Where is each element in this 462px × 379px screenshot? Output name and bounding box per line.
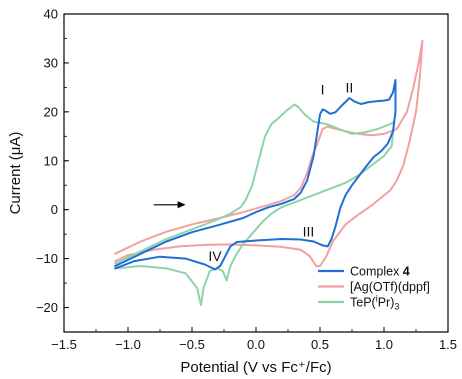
legend: Complex 4[Ag(OTf)(dppf]TeP(iPr)3: [318, 265, 430, 312]
sweep-direction-arrow: [153, 201, 186, 209]
legend-label: [Ag(OTf)(dppf]: [350, 280, 430, 294]
series-line-1-0: [114, 39, 424, 267]
y-tick-label: 20: [44, 104, 58, 119]
series-line-2-0: [114, 103, 396, 307]
arrow-head: [177, 201, 186, 209]
y-axis: −20 −10 0 10 20 30 40: [36, 7, 69, 333]
x-tick-label: −0.5: [179, 337, 205, 352]
y-tick-label: 40: [44, 7, 58, 22]
y-tick-label: −10: [36, 251, 58, 266]
x-tick-label: 0.5: [311, 337, 329, 352]
x-tick-label: −1.0: [115, 337, 141, 352]
y-tick-label: −20: [36, 300, 58, 315]
y-tick-label: 30: [44, 55, 58, 70]
legend-label: Complex 4: [350, 265, 410, 279]
x-tick-label: 1.0: [375, 337, 393, 352]
series-layer: [114, 39, 424, 307]
y-axis-title: Current (μA): [7, 132, 24, 215]
peak-label: IV: [208, 248, 222, 264]
peak-label: III: [303, 224, 315, 240]
peak-label: II: [346, 79, 354, 95]
series-line-0-0: [114, 79, 397, 271]
x-tick-label: 0.0: [247, 337, 265, 352]
y-tick-label: 0: [51, 202, 58, 217]
y-tick-label: 10: [44, 153, 58, 168]
peak-label: I: [321, 82, 325, 98]
x-tick-label: −1.5: [51, 337, 77, 352]
x-tick-label: 1.5: [439, 337, 457, 352]
x-axis: −1.5 −1.0 −0.5 0.0 0.5 1.0 1.5: [51, 327, 457, 352]
x-axis-title: Potential (V vs Fc⁺/Fc): [180, 359, 331, 376]
legend-label: TeP(iPr)3: [350, 294, 399, 312]
